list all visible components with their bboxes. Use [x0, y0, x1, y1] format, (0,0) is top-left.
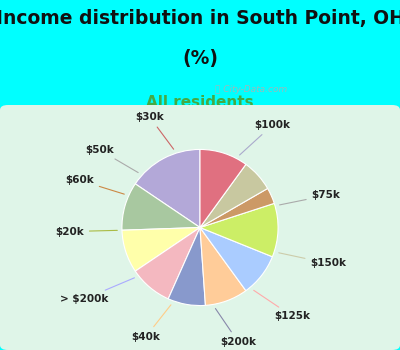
Wedge shape [122, 228, 200, 271]
Text: $150k: $150k [279, 253, 346, 268]
Wedge shape [200, 228, 272, 290]
Text: (%): (%) [182, 49, 218, 68]
Wedge shape [200, 149, 246, 228]
Wedge shape [135, 149, 200, 228]
Text: Income distribution in South Point, OH: Income distribution in South Point, OH [0, 9, 400, 28]
FancyBboxPatch shape [0, 105, 400, 350]
Text: All residents: All residents [146, 95, 254, 110]
Text: $100k: $100k [240, 120, 290, 155]
Wedge shape [200, 203, 278, 257]
Wedge shape [122, 184, 200, 230]
Wedge shape [168, 228, 206, 306]
Text: $200k: $200k [216, 309, 256, 347]
Wedge shape [135, 228, 200, 299]
Text: $30k: $30k [135, 112, 174, 149]
Text: $40k: $40k [132, 305, 171, 342]
Text: $125k: $125k [254, 290, 311, 321]
Text: ⓘ City-Data.com: ⓘ City-Data.com [215, 85, 288, 94]
Wedge shape [200, 188, 274, 228]
Text: $75k: $75k [280, 190, 340, 205]
Text: $20k: $20k [55, 226, 117, 237]
Text: $60k: $60k [65, 175, 124, 194]
Text: > $200k: > $200k [60, 278, 134, 304]
Wedge shape [200, 164, 268, 228]
Text: $50k: $50k [85, 145, 138, 173]
Wedge shape [200, 228, 246, 305]
